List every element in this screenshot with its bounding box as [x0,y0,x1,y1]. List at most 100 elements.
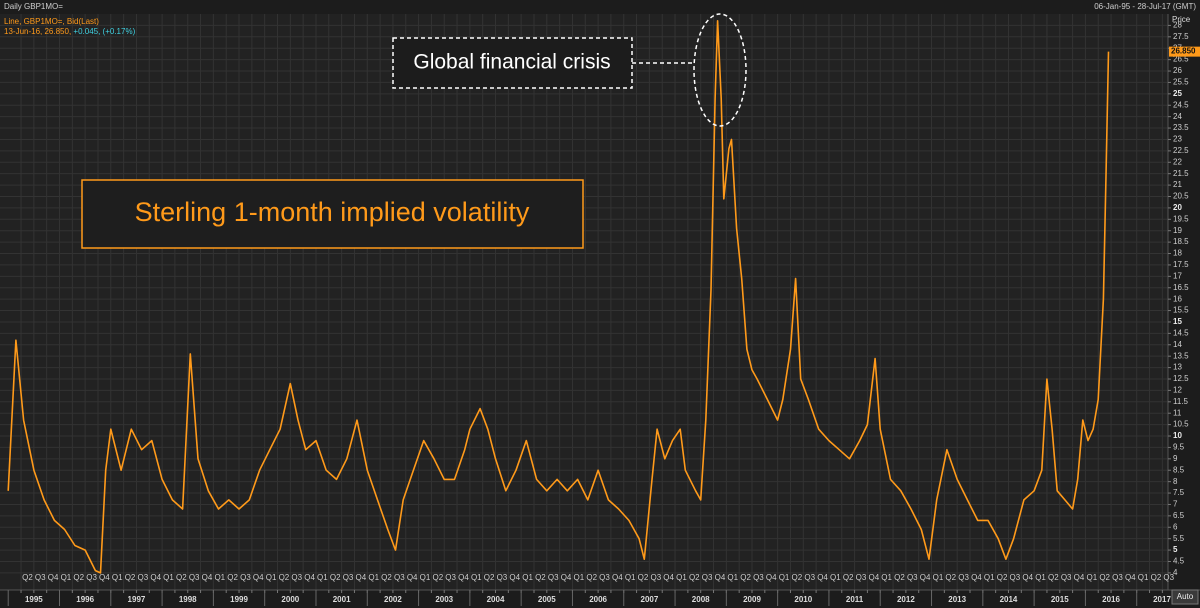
x-tick-label: Q1 [317,573,328,582]
y-tick-label: 21 [1173,180,1182,189]
x-tick-label: Q1 [881,573,892,582]
last-value-badge [1169,46,1200,57]
grid [0,14,1168,590]
y-tick-label: 26.5 [1173,55,1189,64]
year-label: 2010 [794,595,812,604]
year-label: 2014 [1000,595,1018,604]
y-tick-label: 27.5 [1173,32,1189,41]
x-tick-label: Q4 [766,573,777,582]
y-tick-label: 12 [1173,386,1182,395]
y-tick-label: 15.5 [1173,306,1189,315]
legend-last-point: 13-Jun-16, 26.850, [4,27,71,36]
x-tick-label: Q4 [663,573,674,582]
x-tick-label: Q2 [843,573,854,582]
year-label: 2008 [692,595,710,604]
x-tick-label: Q4 [715,573,726,582]
year-label: 2006 [589,595,607,604]
x-tick-label: Q2 [740,573,751,582]
auto-button[interactable] [1171,589,1199,605]
x-tick-label: Q1 [984,573,995,582]
y-tick-label: 17.5 [1173,260,1189,269]
y-tick-label: 26 [1173,66,1182,75]
x-tick-label: Q2 [1151,573,1162,582]
year-label: 1995 [25,595,43,604]
year-label: 2015 [1051,595,1069,604]
x-tick-label: Q1 [61,573,72,582]
y-tick-label: 10.5 [1173,420,1189,429]
x-tick-label: Q2 [381,573,392,582]
y-tick-label: 9 [1173,454,1178,463]
x-tick-label: Q1 [625,573,636,582]
x-tick-label: Q4 [817,573,828,582]
x-tick-label: Q4 [612,573,623,582]
y-tick-label: 19 [1173,226,1182,235]
y-tick-label: 7 [1173,500,1178,509]
y-tick-label: 23.5 [1173,123,1189,132]
x-tick-label: Q1 [214,573,225,582]
y-tick-label: 12.5 [1173,374,1189,383]
x-tick-label: Q3 [753,573,764,582]
x-tick-label: Q1 [779,573,790,582]
x-tick-label: Q2 [1099,573,1110,582]
x-tick-label: Q4 [920,573,931,582]
x-tick-label: Q1 [266,573,277,582]
x-tick-label: Q3 [138,573,149,582]
year-label: 1998 [179,595,197,604]
x-tick-label: Q2 [945,573,956,582]
x-tick-label: Q4 [971,573,982,582]
x-tick-label: Q3 [445,573,456,582]
x-tick-label: Q2 [125,573,136,582]
y-tick-label: 5 [1173,545,1178,554]
y-tick-label: 24 [1173,112,1182,121]
year-label: 2003 [435,595,453,604]
x-tick-label: Q4 [253,573,264,582]
y-tick-label: 11 [1173,408,1182,417]
y-tick-label: 19.5 [1173,214,1189,223]
x-tick-label: Q3 [189,573,200,582]
y-tick-label: 22 [1173,157,1182,166]
x-tick-label: Q3 [856,573,867,582]
x-tick-label: Q3 [958,573,969,582]
x-tick-label: Q1 [933,573,944,582]
x-tick-label: Q4 [1074,573,1085,582]
x-tick-label: Q2 [894,573,905,582]
legend-series: Line, GBP1MO=, Bid(Last) [4,17,99,26]
x-tick-label: Q3 [497,573,508,582]
x-tick-label: Q3 [35,573,46,582]
year-label: 1999 [230,595,248,604]
x-tick-label: Q4 [509,573,520,582]
x-tick-label: Q4 [356,573,367,582]
x-tick-label: Q2 [279,573,290,582]
x-tick-label: Q4 [304,573,315,582]
y-tick-label: 18.5 [1173,237,1189,246]
x-tick-label: Q2 [176,573,187,582]
year-label: 2004 [487,595,505,604]
x-tick-label: Q2 [689,573,700,582]
y-tick-label: 5.5 [1173,534,1185,543]
x-tick-label: Q2 [792,573,803,582]
y-tick-label: 6.5 [1173,511,1185,520]
series-line [7,20,1110,574]
x-tick-label: Q3 [86,573,97,582]
year-label: 2012 [897,595,915,604]
y-tick-label: 7.5 [1173,488,1185,497]
x-tick-label: Q1 [163,573,174,582]
y-tick-label: 16 [1173,294,1182,303]
x-tick-label: Q4 [458,573,469,582]
x-tick-label: Q2 [330,573,341,582]
x-tick-label: Q1 [368,573,379,582]
x-tick-label: Q4 [1022,573,1033,582]
x-tick-label: Q3 [650,573,661,582]
headline-box [81,179,584,249]
x-tick-label: Q3 [599,573,610,582]
legend-change: +0.045, (+0.17%) [73,27,135,36]
y-tick-label: 11.5 [1173,397,1189,406]
y-tick-label: 8.5 [1173,465,1185,474]
y-tick-label: 22.5 [1173,146,1189,155]
auto-button-label[interactable]: Auto [1177,592,1194,601]
date-range: 06-Jan-95 - 28-Jul-17 (GMT) [1094,2,1196,11]
crisis-box [392,37,633,89]
y-tick-label: 16.5 [1173,283,1189,292]
x-tick-label: Q2 [1048,573,1059,582]
